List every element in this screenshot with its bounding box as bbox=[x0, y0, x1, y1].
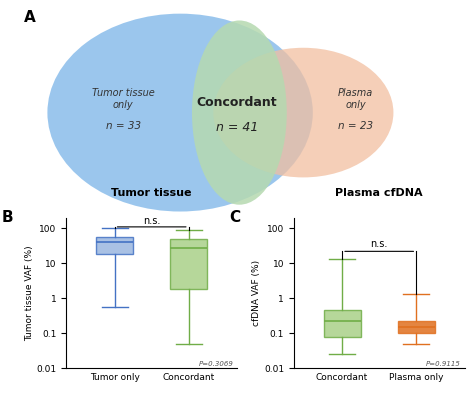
Y-axis label: Tumor tissue VAF (%): Tumor tissue VAF (%) bbox=[25, 245, 34, 341]
Text: n = 33: n = 33 bbox=[106, 121, 141, 131]
Text: n = 41: n = 41 bbox=[216, 122, 258, 134]
Bar bbox=[324, 310, 361, 337]
Text: n.s.: n.s. bbox=[371, 240, 388, 249]
Bar bbox=[170, 240, 207, 289]
Text: P=0.3069: P=0.3069 bbox=[199, 361, 233, 367]
Text: n.s.: n.s. bbox=[143, 216, 160, 226]
Title: Tumor tissue: Tumor tissue bbox=[111, 188, 192, 198]
Text: B: B bbox=[1, 210, 13, 225]
Bar bbox=[398, 321, 435, 333]
Y-axis label: cfDNA VAF (%): cfDNA VAF (%) bbox=[252, 260, 261, 326]
Text: Concordant: Concordant bbox=[197, 96, 277, 109]
Text: Plasma
only: Plasma only bbox=[338, 88, 373, 110]
Text: P=0.9115: P=0.9115 bbox=[426, 361, 461, 367]
Bar bbox=[96, 236, 133, 254]
Ellipse shape bbox=[213, 48, 393, 177]
Text: C: C bbox=[229, 210, 240, 225]
Ellipse shape bbox=[47, 13, 313, 211]
Text: Tumor tissue
only: Tumor tissue only bbox=[92, 88, 155, 110]
Ellipse shape bbox=[192, 21, 287, 205]
Title: Plasma cfDNA: Plasma cfDNA bbox=[336, 188, 423, 198]
Text: n = 23: n = 23 bbox=[338, 121, 373, 131]
Text: A: A bbox=[24, 10, 36, 25]
